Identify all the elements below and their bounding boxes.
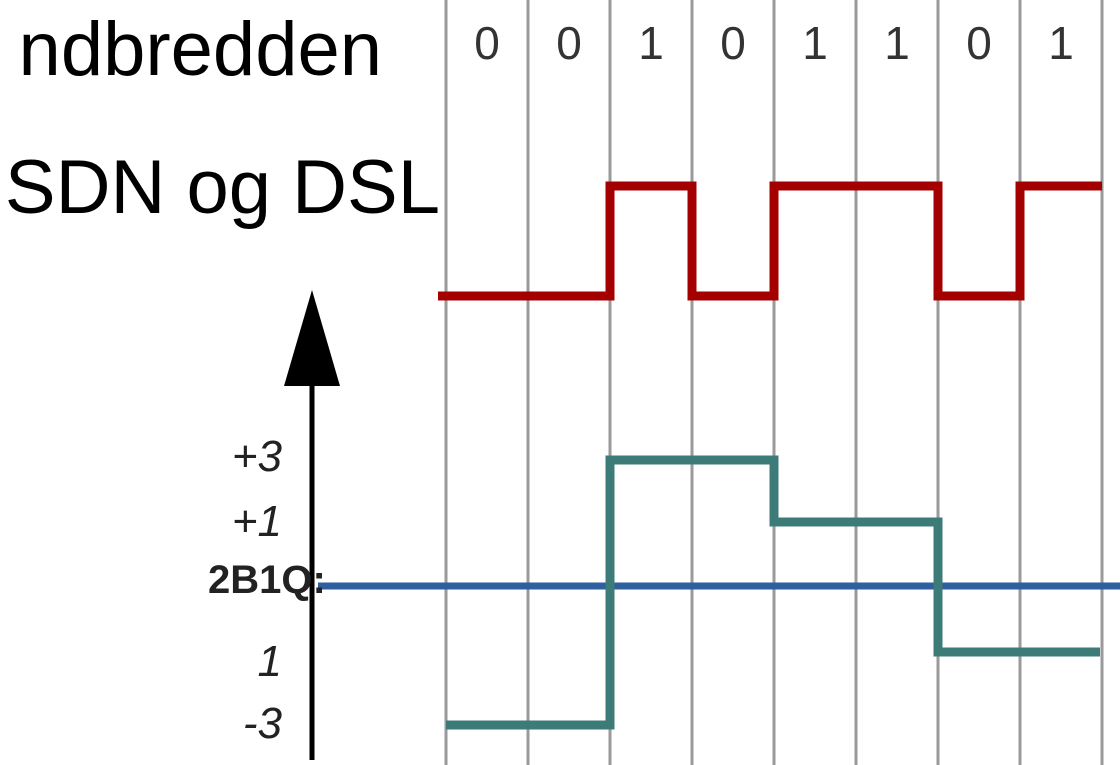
bit-label: 0	[966, 17, 992, 69]
bit-label: 1	[1048, 17, 1074, 69]
bit-label: 1	[884, 17, 910, 69]
title-line-2: SDN og DSL	[4, 145, 440, 230]
bit-label: 0	[720, 17, 746, 69]
encoding-label: 2B1Q:	[208, 558, 326, 602]
bit-label: 0	[556, 17, 582, 69]
bit-grid-lines	[444, 0, 1104, 765]
vertical-axis-arrowhead	[284, 290, 340, 386]
two-b1q-signal-line	[446, 455, 1100, 730]
bit-label: 1	[638, 17, 664, 69]
binary-signal-line	[438, 181, 1102, 301]
level-label-plus-3: +3	[231, 432, 282, 481]
level-label-1: 1	[257, 637, 282, 686]
level-label-minus-3: -3	[242, 699, 282, 748]
bit-label: 1	[802, 17, 828, 69]
title-line-1: ndbredden	[18, 7, 382, 92]
bit-label: 0	[474, 17, 500, 69]
level-label-plus-1: +1	[231, 497, 282, 546]
